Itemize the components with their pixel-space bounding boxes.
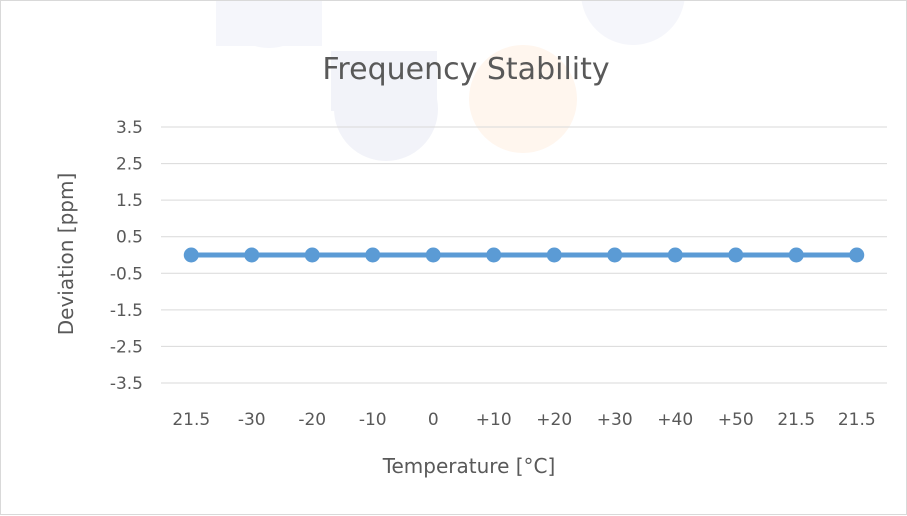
data-point: [425, 247, 441, 263]
x-tick-label: +30: [597, 410, 633, 430]
y-tick-label: -3.5: [110, 374, 143, 394]
x-tick-label: -20: [298, 410, 326, 430]
y-tick-label: 0.5: [116, 228, 143, 248]
data-point: [365, 247, 381, 263]
y-tick-label: 2.5: [116, 155, 143, 175]
series-group: [183, 247, 865, 263]
y-axis-ticks: 3.5 2.5 1.5 0.5 -0.5 -1.5 -2.5 -3.5: [110, 118, 143, 394]
x-tick-label: 21.5: [777, 410, 815, 430]
x-tick-label: +50: [718, 410, 754, 430]
x-tick-label: +20: [536, 410, 572, 430]
data-point: [728, 247, 744, 263]
data-point: [849, 247, 865, 263]
data-point: [788, 247, 804, 263]
data-point: [607, 247, 623, 263]
x-axis-title: Temperature [°C]: [382, 454, 556, 478]
y-tick-label: -1.5: [110, 301, 143, 321]
x-tick-label: 21.5: [172, 410, 210, 430]
data-point: [304, 247, 320, 263]
x-tick-label: -10: [359, 410, 387, 430]
x-tick-label: +40: [657, 410, 693, 430]
data-point: [667, 247, 683, 263]
y-tick-label: 1.5: [116, 191, 143, 211]
data-point: [546, 247, 562, 263]
y-tick-label: -0.5: [110, 264, 143, 284]
y-tick-label: 3.5: [116, 118, 143, 138]
gridlines: [161, 126, 887, 384]
x-axis-ticks: 21.5 -30 -20 -10 0 +10 +20 +30 +40 +50 21.5 21.5: [172, 410, 875, 430]
x-tick-label: 21.5: [838, 410, 876, 430]
data-point: [244, 247, 260, 263]
data-point: [486, 247, 502, 263]
x-tick-label: 0: [428, 410, 439, 430]
x-tick-label: -30: [238, 410, 266, 430]
y-tick-label: -2.5: [110, 337, 143, 357]
chart-title: Frequency Stability: [322, 52, 609, 87]
watermark: [216, 1, 685, 161]
x-tick-label: +10: [476, 410, 512, 430]
data-point: [183, 247, 199, 263]
y-axis-title: Deviation [ppm]: [54, 173, 78, 336]
